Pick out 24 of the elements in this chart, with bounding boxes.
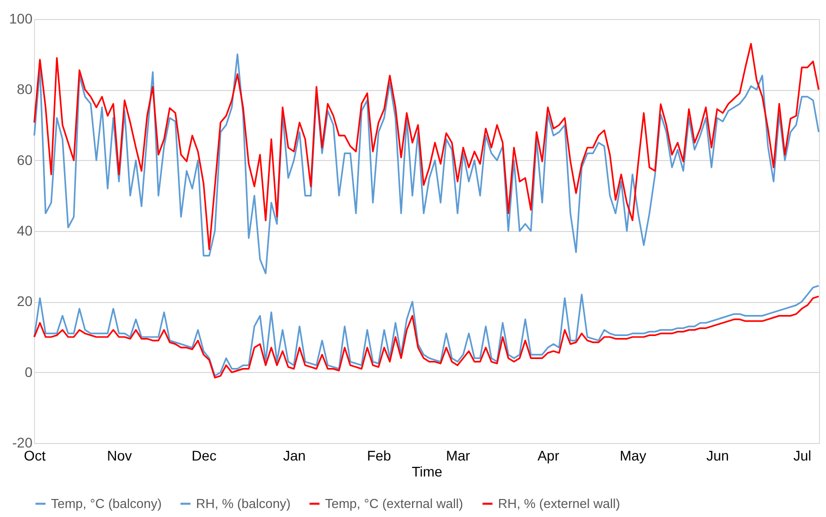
x-tick-label: Dec <box>192 448 217 464</box>
x-tick-label: Jan <box>283 448 306 464</box>
legend-label: Temp, °C (external wall) <box>325 496 464 511</box>
y-tick-label: 20 <box>16 293 33 310</box>
x-tick-label: Jun <box>706 448 729 464</box>
x-tick-label: Feb <box>366 448 392 464</box>
legend-label: Temp, °C (balcony) <box>51 496 162 511</box>
y-tick-label: 80 <box>16 81 33 98</box>
y-tick-label: 40 <box>16 222 33 238</box>
x-tick-label: Apr <box>537 448 560 464</box>
y-tick-label: 60 <box>16 152 33 168</box>
x-tick-label: May <box>620 448 646 464</box>
x-tick-label: Jul <box>793 448 812 464</box>
line-series <box>33 54 820 274</box>
y-tick-label: -20 <box>12 434 33 450</box>
legend-label: RH, % (externel wall) <box>498 496 620 511</box>
x-tick-label: Nov <box>106 448 132 464</box>
line-series <box>33 42 820 250</box>
y-tick-label: 100 <box>9 10 33 26</box>
x-tick-label: Oct <box>24 448 46 464</box>
y-tick-label: 0 <box>24 364 33 380</box>
legend-label: RH, % (balcony) <box>196 496 291 511</box>
x-axis-title: Time <box>412 464 443 480</box>
x-tick-label: Mar <box>446 448 470 464</box>
